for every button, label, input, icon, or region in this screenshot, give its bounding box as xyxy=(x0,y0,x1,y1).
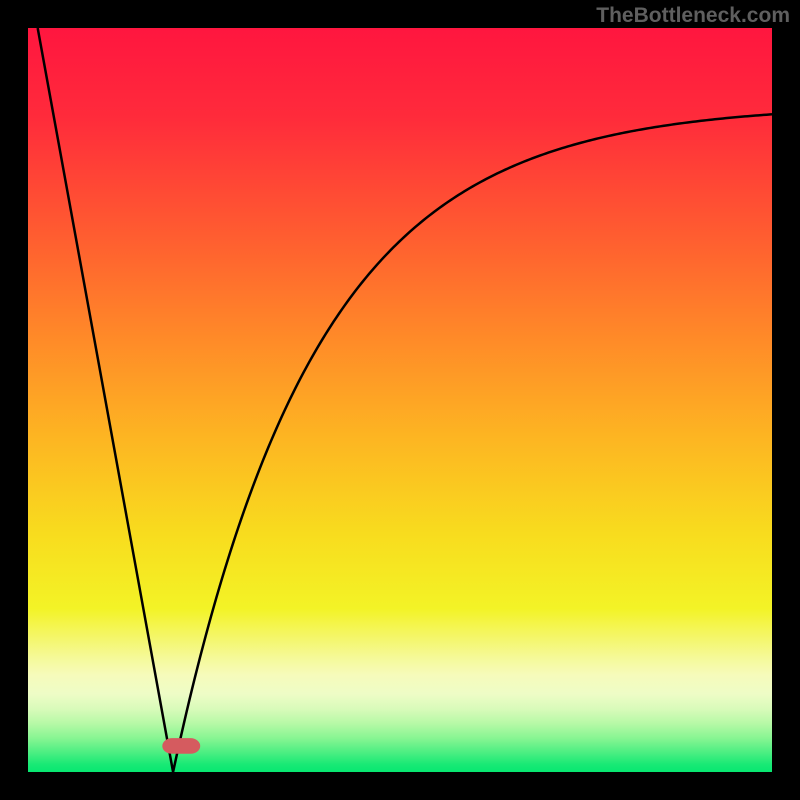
plot-area xyxy=(28,28,772,772)
watermark-text: TheBottleneck.com xyxy=(596,4,790,28)
chart-container: TheBottleneck.com xyxy=(0,0,800,800)
bottleneck-chart xyxy=(0,0,800,800)
recommended-marker xyxy=(162,738,200,754)
